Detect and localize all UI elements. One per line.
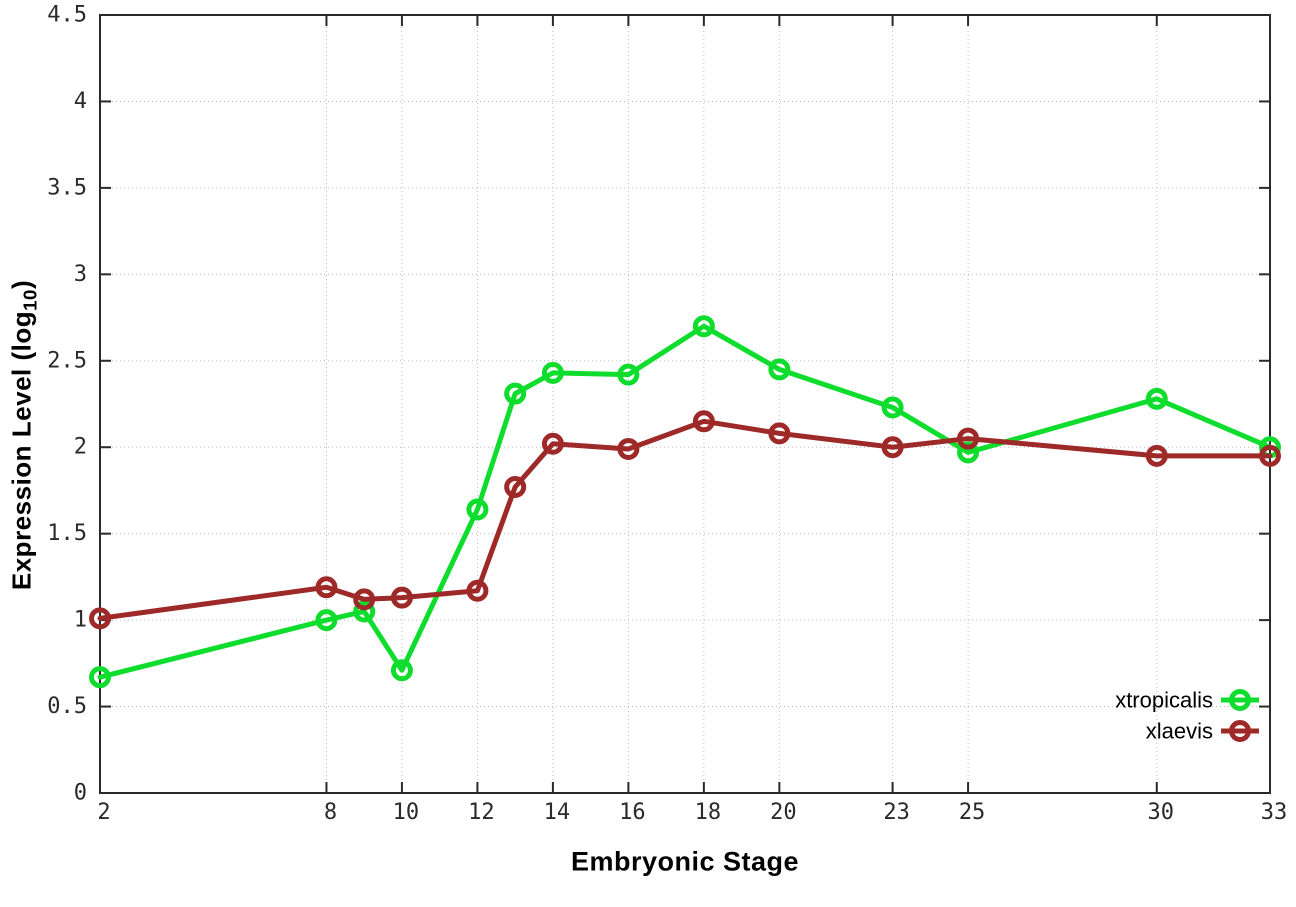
y-axis-title: Expression Level (log10) xyxy=(6,280,41,590)
data-point-xlaevis xyxy=(390,586,413,609)
data-point-xlaevis xyxy=(1259,444,1281,467)
legend-sample-marker-xlaevis xyxy=(1229,720,1251,742)
data-point-xlaevis xyxy=(1145,444,1168,467)
data-point-xlaevis xyxy=(353,588,376,611)
legend-sample-marker-xtropicalis xyxy=(1229,689,1251,711)
data-point-xtropicalis xyxy=(315,609,338,632)
y-tick-label: 0.5 xyxy=(47,694,87,719)
y-axis-title-text: Expression Level (log xyxy=(6,310,37,591)
data-point-xtropicalis xyxy=(957,441,980,464)
y-tick-label: 1 xyxy=(74,608,87,633)
x-tick-label: 18 xyxy=(695,800,722,825)
data-point-xtropicalis xyxy=(692,315,715,338)
x-tick-label: 20 xyxy=(770,800,797,825)
data-point-xlaevis xyxy=(768,422,791,445)
x-tick-label: 8 xyxy=(324,800,337,825)
data-point-xlaevis xyxy=(466,579,489,602)
x-axis-title: Embryonic Stage xyxy=(570,846,800,877)
data-point-xtropicalis xyxy=(466,498,489,521)
data-point-xtropicalis xyxy=(89,666,111,689)
data-point-xtropicalis xyxy=(504,382,527,405)
y-tick-label: 2 xyxy=(74,435,87,460)
data-point-xlaevis xyxy=(504,475,527,498)
data-point-xtropicalis xyxy=(541,361,564,384)
data-point-xlaevis xyxy=(617,437,640,460)
y-axis-title-suffix: ) xyxy=(6,279,37,290)
x-tick-label: 2 xyxy=(97,800,110,825)
x-tick-label: 33 xyxy=(1261,800,1288,825)
data-point-xlaevis xyxy=(881,436,904,459)
y-tick-label: 3 xyxy=(74,262,87,287)
data-point-xlaevis xyxy=(541,432,564,455)
data-point-xtropicalis xyxy=(390,659,413,682)
y-tick-label: 2.5 xyxy=(47,348,87,373)
x-tick-label: 30 xyxy=(1148,800,1175,825)
y-tick-label: 4.5 xyxy=(47,3,87,28)
x-tick-label: 12 xyxy=(468,800,495,825)
series-line-xlaevis xyxy=(97,418,1273,621)
data-point-xtropicalis xyxy=(617,363,640,386)
plot-border xyxy=(99,14,1271,794)
x-tick-label: 25 xyxy=(959,800,986,825)
x-tick-label: 14 xyxy=(544,800,571,825)
data-point-xtropicalis xyxy=(353,600,376,623)
data-point-xlaevis xyxy=(692,410,715,433)
data-point-xtropicalis xyxy=(768,358,791,381)
x-tick-label: 23 xyxy=(883,800,910,825)
y-tick-label: 0 xyxy=(74,781,87,806)
data-point-xlaevis xyxy=(315,576,338,599)
legend-label-xtropicalis: xtropicalis xyxy=(1115,688,1213,713)
legend-label-xlaevis: xlaevis xyxy=(1146,719,1213,744)
data-point-xlaevis xyxy=(957,427,980,450)
data-point-xtropicalis xyxy=(1145,387,1168,410)
data-point-xtropicalis xyxy=(881,396,904,419)
x-tick-label: 10 xyxy=(393,800,420,825)
series-line-xtropicalis xyxy=(97,323,1273,680)
y-tick-label: 4 xyxy=(74,89,87,114)
data-point-xlaevis xyxy=(89,607,111,630)
x-tick-label: 16 xyxy=(619,800,646,825)
y-tick-label: 3.5 xyxy=(47,175,87,200)
y-axis-title-subscript: 10 xyxy=(19,289,41,311)
y-tick-label: 1.5 xyxy=(47,521,87,546)
